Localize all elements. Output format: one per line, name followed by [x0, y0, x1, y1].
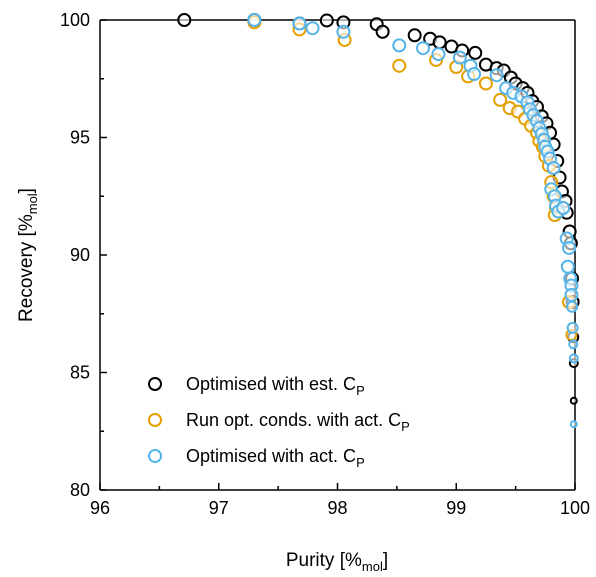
legend-entry: Run opt. conds. with act. CP — [148, 410, 410, 434]
data-point — [431, 47, 446, 62]
legend-label: Optimised with act. CP — [186, 446, 365, 470]
data-point — [569, 396, 578, 405]
series-layer — [177, 13, 580, 429]
x-axis-ticks: 96 97 98 99 100 — [90, 483, 590, 518]
data-point — [452, 50, 467, 65]
data-point — [416, 41, 430, 56]
y-tick-label: 90 — [70, 245, 90, 265]
data-point — [478, 76, 493, 91]
legend-marker — [148, 377, 162, 391]
data-point — [292, 16, 307, 31]
data-point — [569, 420, 578, 429]
x-tick-label: 100 — [560, 498, 590, 518]
legend: Optimised with est. CP Run opt. conds. w… — [148, 374, 410, 470]
data-point — [568, 339, 579, 350]
data-point — [568, 353, 579, 364]
x-tick-label: 97 — [209, 498, 229, 518]
data-point — [562, 240, 577, 255]
data-point — [560, 259, 575, 274]
y-axis-title: Recovery [%mol] — [16, 188, 40, 322]
data-point — [564, 287, 579, 302]
data-point — [305, 21, 320, 36]
series-0 — [177, 13, 580, 405]
data-point — [432, 35, 447, 50]
data-point — [493, 92, 508, 107]
y-tick-label: 80 — [70, 480, 90, 500]
x-tick-label: 98 — [327, 498, 347, 518]
legend-marker — [148, 413, 162, 427]
x-tick-label: 99 — [446, 498, 466, 518]
legend-label: Run opt. conds. with act. CP — [186, 410, 410, 434]
data-point — [467, 67, 482, 82]
data-point — [375, 24, 390, 39]
series-2 — [247, 13, 579, 429]
data-point — [566, 321, 579, 334]
legend-label: Optimised with est. CP — [186, 374, 365, 398]
y-tick-label: 100 — [60, 10, 90, 30]
y-axis-ticks: 80 85 90 95 100 — [60, 10, 107, 500]
legend-entry: Optimised with act. CP — [148, 446, 365, 470]
data-point — [392, 38, 407, 53]
series-1 — [247, 15, 578, 341]
data-point — [566, 300, 579, 313]
data-point — [407, 28, 422, 43]
y-axis-title-subscript: mol — [25, 193, 40, 214]
y-tick-label: 85 — [70, 363, 90, 383]
data-point — [319, 13, 334, 28]
data-point — [546, 161, 561, 176]
data-point — [247, 13, 262, 27]
y-tick-label: 95 — [70, 128, 90, 148]
data-point — [468, 45, 483, 60]
data-point — [336, 24, 351, 39]
data-point — [489, 68, 504, 83]
x-tick-label: 96 — [90, 498, 110, 518]
data-point — [177, 13, 192, 27]
legend-marker — [148, 449, 162, 463]
x-axis-title: Purity [%mol] — [286, 550, 388, 574]
x-axis-title-subscript: mol — [362, 559, 383, 574]
data-point — [556, 201, 571, 215]
data-point — [392, 58, 407, 73]
legend-entry: Optimised with est. CP — [148, 374, 365, 398]
